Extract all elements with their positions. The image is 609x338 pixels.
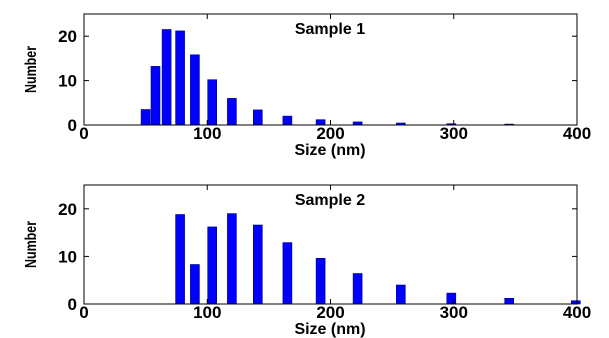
chart-sample-2: 0 100 200 300 400 0 10 20 Sample 2 Size (nm) Numbe… (23, 184, 591, 338)
x-tick-label: 0 (79, 303, 88, 322)
bar (315, 257, 326, 305)
bar (253, 224, 263, 305)
x-tick-label: 300 (440, 124, 468, 143)
x-tick-label: 400 (563, 303, 591, 322)
x-axis-label: Size (nm) (294, 142, 365, 159)
chart-sample-1: 0 100 200 300 400 0 10 20 Sample 1 Size (nm) Numbe… (23, 13, 591, 159)
y-axis-label: Number (23, 221, 41, 268)
x-axis-label: Size (nm) (294, 321, 365, 338)
x-tick-label: 200 (316, 124, 344, 143)
bar (140, 109, 151, 126)
x-tick-label: 400 (563, 124, 591, 143)
bar (161, 29, 172, 126)
bar (190, 264, 200, 305)
x-tick-label: 0 (79, 124, 88, 143)
bar (207, 79, 217, 126)
bar (175, 214, 185, 305)
bar (190, 54, 200, 126)
bar (504, 297, 515, 305)
y-tick-label: 10 (58, 247, 77, 266)
y-tick-label: 10 (58, 72, 77, 91)
bar (227, 98, 237, 126)
bar (395, 284, 406, 305)
bar (253, 109, 263, 126)
y-tick-label: 20 (58, 200, 77, 219)
bar (150, 66, 161, 126)
bar (352, 273, 363, 305)
x-tick-label: 100 (193, 124, 221, 143)
x-tick-label: 300 (440, 303, 468, 322)
chart-title: Sample 1 (295, 21, 365, 38)
y-axis-label: Number (23, 46, 41, 93)
bar (282, 242, 293, 305)
bar (282, 115, 293, 126)
y-tick-label: 0 (68, 295, 77, 314)
x-tick-label: 100 (193, 303, 221, 322)
y-tick-label: 0 (68, 116, 77, 135)
chart-title: Sample 2 (295, 192, 365, 209)
bar (227, 213, 237, 305)
bar (207, 226, 217, 305)
y-tick-label: 20 (58, 27, 77, 46)
x-tick-label: 200 (316, 303, 344, 322)
bar (175, 30, 185, 126)
